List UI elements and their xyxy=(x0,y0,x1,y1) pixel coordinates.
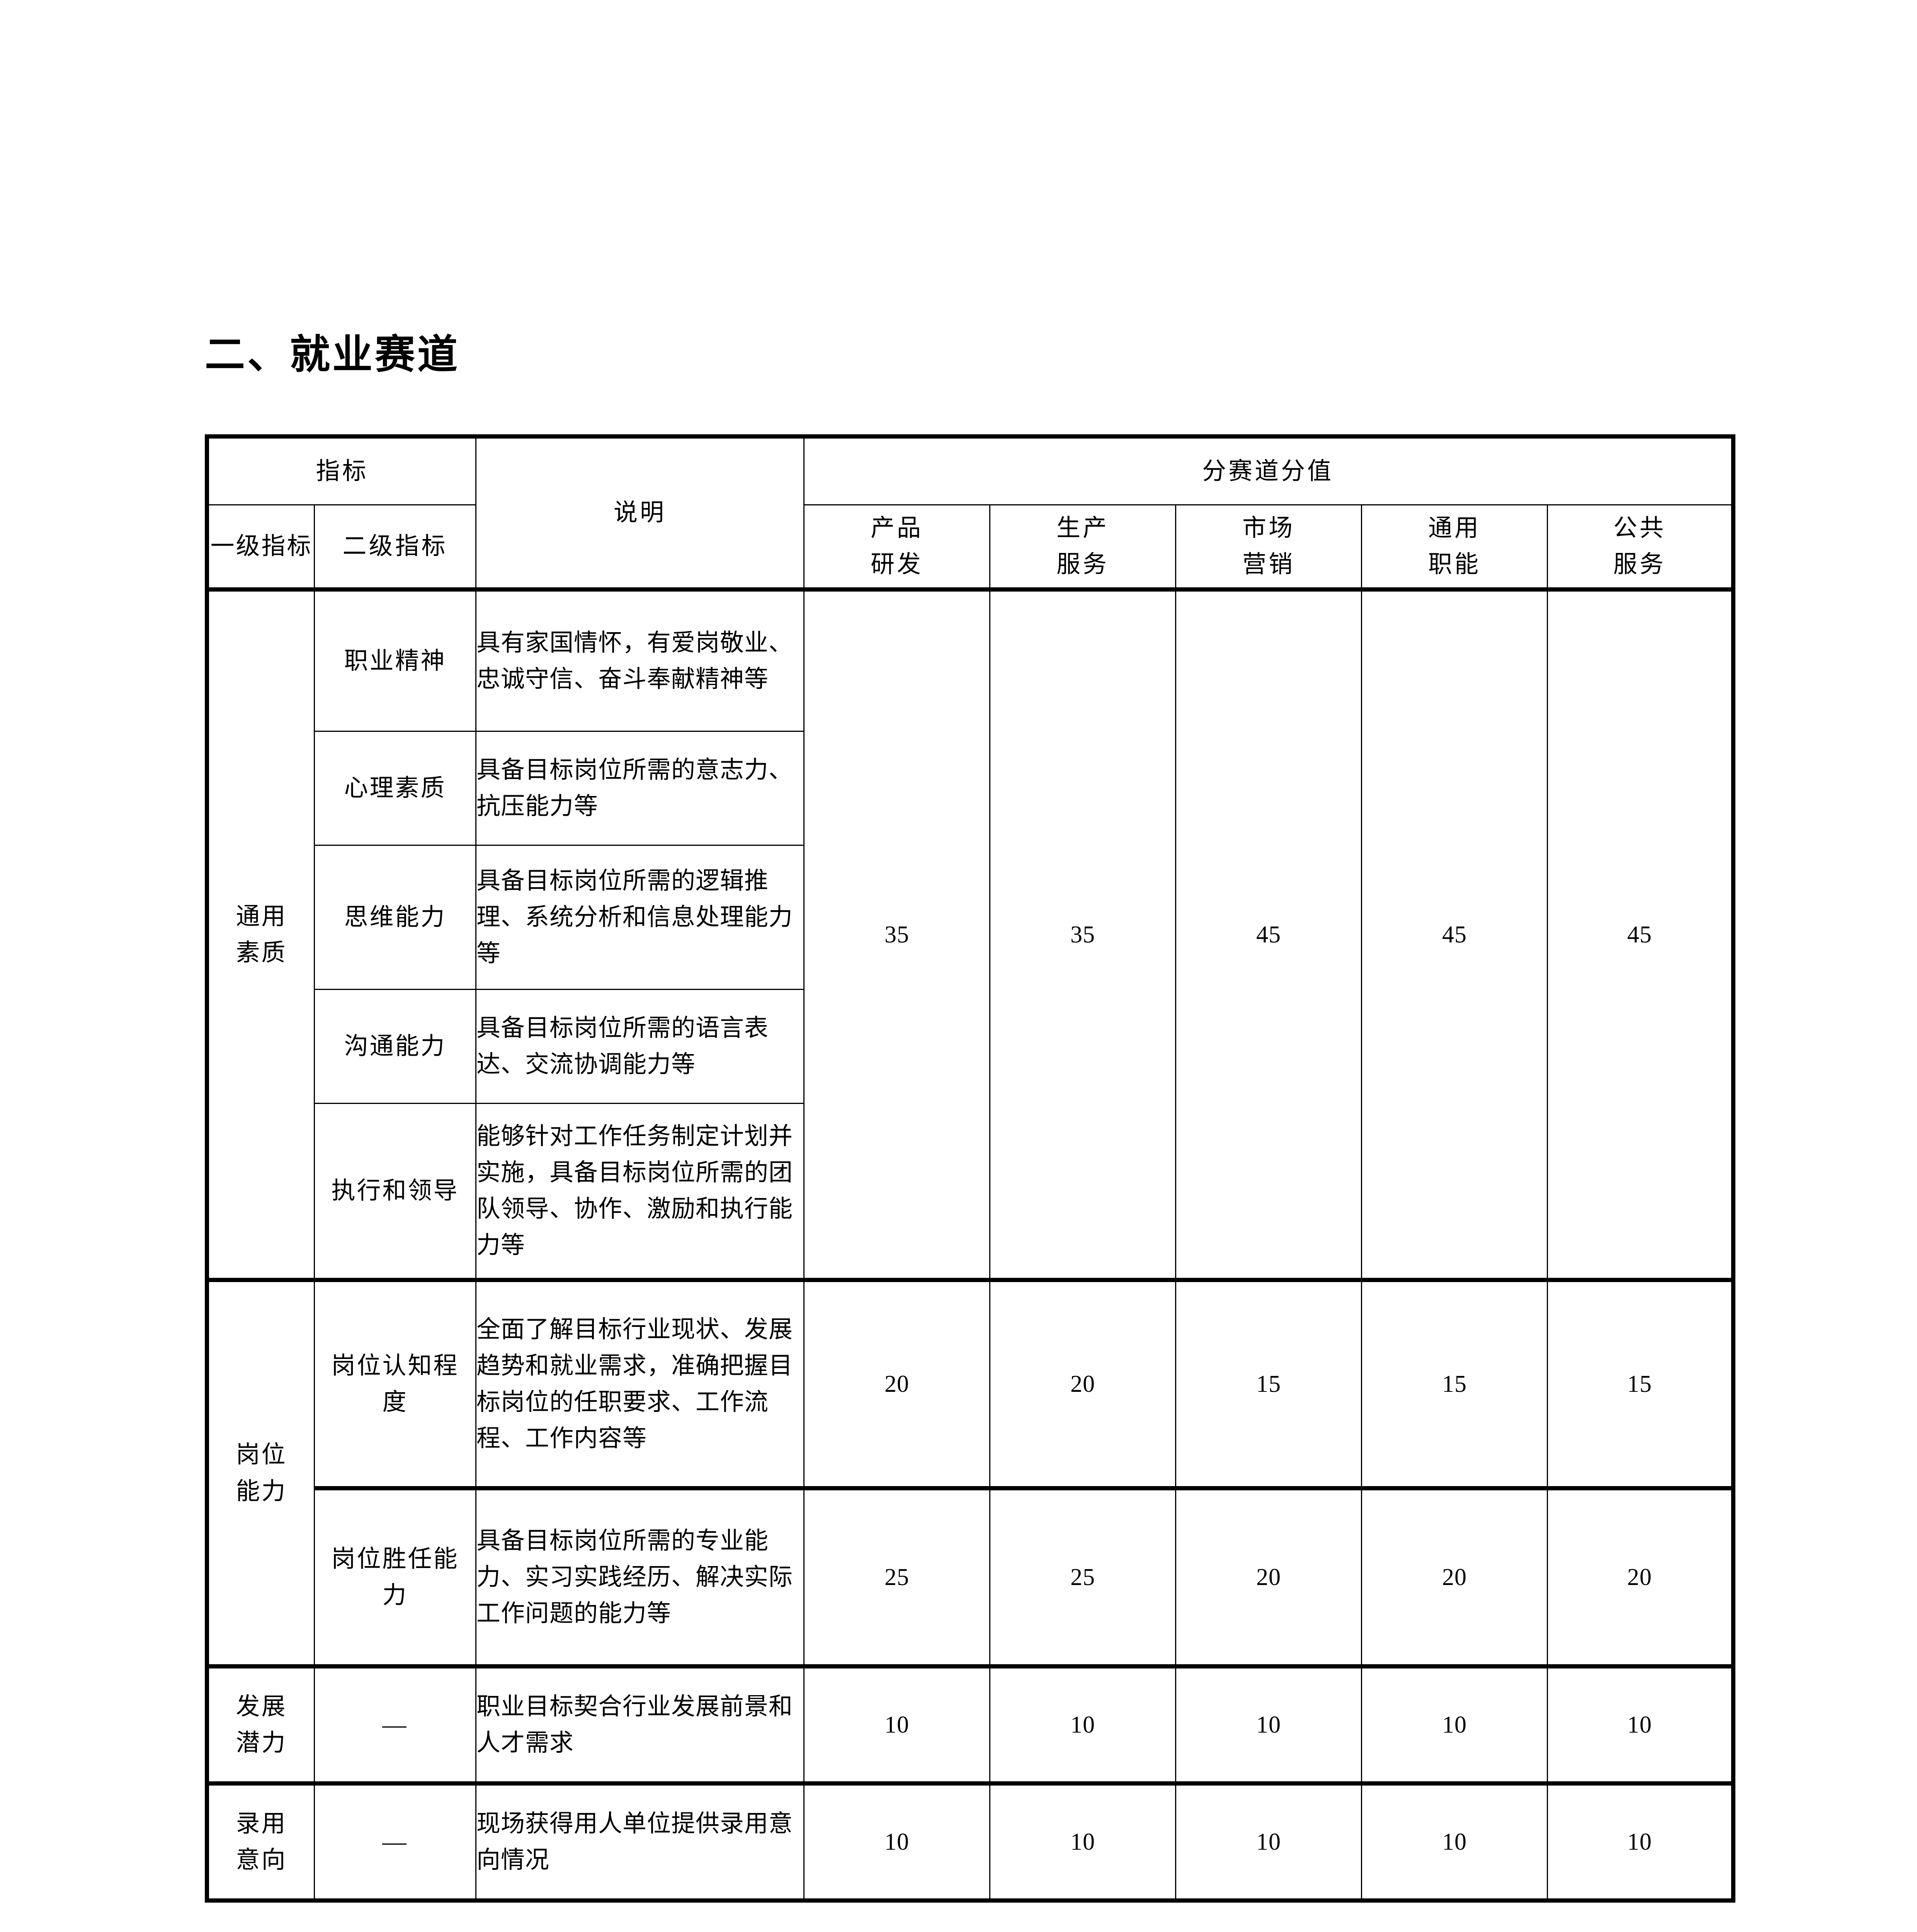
table-row: 通用 素质 职业精神 具有家国情怀，有爱岗敬业、忠诚守信、奋斗奉献精神等 35 … xyxy=(205,587,1736,1281)
score-general-quality-general-function: 45 xyxy=(1361,587,1548,1281)
group-label-development-potential-line2: 潜力 xyxy=(236,1730,287,1756)
header-score-group: 分赛道分值 xyxy=(803,434,1736,505)
group-label-hiring-intention-line1: 录用 xyxy=(236,1810,287,1837)
table-header-row-2: 一级指标 二级指标 产品 研发 生产 服务 市场 营销 通用 职能 xyxy=(205,504,1736,590)
level2-job-cognition-line2: 度 xyxy=(382,1389,408,1415)
level2-thinking-ability: 思维能力 xyxy=(313,845,477,990)
score-job-cognition-product-rd: 20 xyxy=(803,1278,991,1489)
score-general-quality-public-service: 45 xyxy=(1547,587,1736,1281)
table-row: 思维能力 具备目标岗位所需的逻辑推理、系统分析和信息处理能力等 xyxy=(207,845,1733,990)
group-label-hiring-intention: 录用 意向 xyxy=(205,1781,315,1903)
header-track-general-function-line2: 职能 xyxy=(1428,551,1481,578)
header-level1-line1: 一级指标 xyxy=(210,533,313,560)
score-job-competency-production-service: 25 xyxy=(989,1486,1177,1667)
level2-execution-leadership-line1: 执行和领导 xyxy=(331,1177,459,1204)
employment-track-scoring-table: 指标 说明 分赛道分值 一级指标 二级指标 产品 研发 生产 服务 市场 营销 xyxy=(204,434,1736,1903)
score-job-competency-marketing: 20 xyxy=(1175,1486,1362,1667)
header-track-product-rd-line1: 产品 xyxy=(871,515,924,541)
score-development-potential-marketing: 10 xyxy=(1175,1664,1362,1784)
group-label-development-potential-line1: 发展 xyxy=(236,1693,287,1720)
page-title: 二、就业赛道 xyxy=(205,331,460,378)
group-label-development-potential: 发展 潜力 xyxy=(205,1664,315,1784)
score-development-potential-public-service: 10 xyxy=(1547,1664,1736,1784)
group-label-general-quality-line2: 素质 xyxy=(236,940,287,966)
header-track-marketing: 市场 营销 xyxy=(1175,504,1362,590)
group-label-general-quality-line1: 通用 xyxy=(236,903,287,930)
level2-professional-spirit: 职业精神 xyxy=(313,587,477,732)
level2-job-competency-line1: 岗位胜任能 xyxy=(331,1546,459,1572)
score-hiring-intention-production-service: 10 xyxy=(989,1781,1177,1903)
score-job-cognition-general-function: 15 xyxy=(1361,1278,1548,1489)
header-track-general-function-line1: 通用 xyxy=(1428,515,1481,541)
header-level2: 二级指标 xyxy=(313,504,477,590)
header-track-production-service: 生产 服务 xyxy=(989,504,1177,590)
score-development-potential-product-rd: 10 xyxy=(803,1664,991,1784)
header-track-marketing-line1: 市场 xyxy=(1242,515,1295,541)
score-job-competency-product-rd: 25 xyxy=(803,1486,991,1667)
table-row: 执行和领导 能够针对工作任务制定计划并实施，具备目标岗位所需的团队领导、协作、激… xyxy=(207,1103,1733,1281)
description-job-cognition: 全面了解目标行业现状、发展趋势和就业需求，准确把握目标岗位的任职要求、工作流程、… xyxy=(475,1278,805,1489)
header-track-production-service-line1: 生产 xyxy=(1056,515,1109,541)
score-hiring-intention-public-service: 10 xyxy=(1547,1781,1736,1903)
score-job-cognition-marketing: 15 xyxy=(1175,1278,1362,1489)
description-professional-spirit: 具有家国情怀，有爱岗敬业、忠诚守信、奋斗奉献精神等 xyxy=(475,587,805,732)
level2-development-potential-placeholder: — xyxy=(313,1664,477,1784)
score-development-potential-production-service: 10 xyxy=(989,1664,1177,1784)
score-hiring-intention-general-function: 10 xyxy=(1361,1781,1548,1903)
group-label-job-competency: 岗位 能力 xyxy=(205,1278,315,1667)
score-job-cognition-production-service: 20 xyxy=(989,1278,1177,1489)
group-label-job-competency-line2: 能力 xyxy=(236,1478,287,1505)
level2-job-cognition: 岗位认知程 度 xyxy=(313,1278,477,1489)
level2-psychological-quality: 心理素质 xyxy=(313,731,477,846)
group-label-hiring-intention-line2: 意向 xyxy=(236,1847,287,1873)
header-track-product-rd-line2: 研发 xyxy=(871,551,924,578)
description-job-competency: 具备目标岗位所需的专业能力、实习实践经历、解决实际工作问题的能力等 xyxy=(475,1486,805,1667)
table-row: 发展 潜力 — 职业目标契合行业发展前景和人才需求 10 10 10 10 10 xyxy=(205,1664,1736,1784)
header-indicator-group: 指标 xyxy=(204,434,477,505)
header-description: 说明 xyxy=(475,434,805,590)
header-track-product-rd: 产品 研发 xyxy=(803,504,991,590)
description-communication-ability: 具备目标岗位所需的语言表达、交流协调能力等 xyxy=(475,989,805,1104)
score-general-quality-product-rd: 35 xyxy=(803,587,991,1281)
header-track-marketing-line2: 营销 xyxy=(1242,551,1295,578)
header-track-public-service: 公共 服务 xyxy=(1547,504,1736,590)
score-job-competency-general-function: 20 xyxy=(1361,1486,1548,1667)
level2-hiring-intention-placeholder: — xyxy=(313,1781,477,1903)
table-row: 沟通能力 具备目标岗位所需的语言表达、交流协调能力等 xyxy=(207,989,1733,1104)
table-row: 岗位胜任能 力 具备目标岗位所需的专业能力、实习实践经历、解决实际工作问题的能力… xyxy=(207,1486,1736,1667)
header-track-public-service-line2: 服务 xyxy=(1613,551,1666,578)
score-job-competency-public-service: 20 xyxy=(1547,1486,1736,1667)
description-development-potential: 职业目标契合行业发展前景和人才需求 xyxy=(475,1664,805,1784)
group-label-general-quality: 通用 素质 xyxy=(205,587,315,1281)
table-header-row-1: 指标 说明 分赛道分值 xyxy=(204,434,1736,590)
score-general-quality-marketing: 45 xyxy=(1175,587,1362,1281)
description-hiring-intention: 现场获得用人单位提供录用意向情况 xyxy=(475,1781,805,1903)
table-row: 岗位 能力 岗位认知程 度 全面了解目标行业现状、发展趋势和就业需求，准确把握目… xyxy=(205,1278,1736,1667)
level2-execution-leadership: 执行和领导 xyxy=(313,1103,477,1281)
header-level1: 一级指标 xyxy=(205,504,315,590)
score-hiring-intention-product-rd: 10 xyxy=(803,1781,991,1903)
level2-job-cognition-line1: 岗位认知程 xyxy=(331,1352,459,1379)
table-row: 心理素质 具备目标岗位所需的意志力、抗压能力等 xyxy=(207,731,1733,846)
group-label-job-competency-line1: 岗位 xyxy=(236,1442,287,1468)
score-general-quality-production-service: 35 xyxy=(989,587,1177,1281)
level2-job-competency: 岗位胜任能 力 xyxy=(313,1486,477,1667)
header-track-public-service-line1: 公共 xyxy=(1613,515,1666,541)
description-psychological-quality: 具备目标岗位所需的意志力、抗压能力等 xyxy=(475,731,805,846)
score-hiring-intention-marketing: 10 xyxy=(1175,1781,1362,1903)
header-track-production-service-line2: 服务 xyxy=(1056,551,1109,578)
description-thinking-ability: 具备目标岗位所需的逻辑推理、系统分析和信息处理能力等 xyxy=(475,845,805,990)
score-development-potential-general-function: 10 xyxy=(1361,1664,1548,1784)
header-track-general-function: 通用 职能 xyxy=(1361,504,1548,590)
level2-communication-ability: 沟通能力 xyxy=(313,989,477,1104)
table-row: 录用 意向 — 现场获得用人单位提供录用意向情况 10 10 10 10 10 xyxy=(205,1781,1736,1903)
score-job-cognition-public-service: 15 xyxy=(1547,1278,1736,1489)
level2-job-competency-line2: 力 xyxy=(382,1582,408,1609)
description-execution-leadership: 能够针对工作任务制定计划并实施，具备目标岗位所需的团队领导、协作、激励和执行能力… xyxy=(475,1103,805,1281)
